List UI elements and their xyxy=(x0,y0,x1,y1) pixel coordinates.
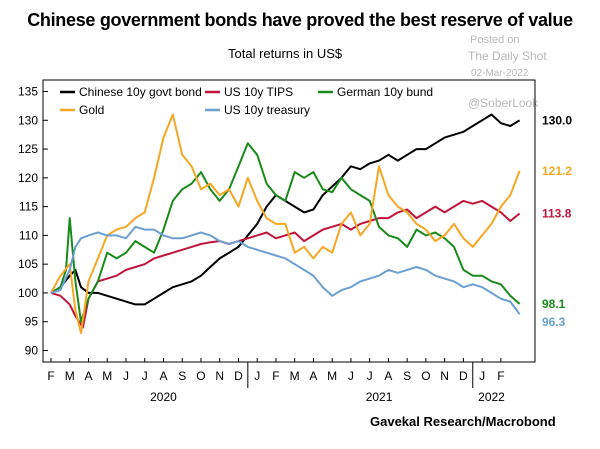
x-tick-label: M xyxy=(290,369,300,383)
chart-source: Gavekal Research/Macrobond xyxy=(370,414,556,429)
watermark-date: 02-Mar-2022 xyxy=(471,68,529,79)
x-tick-label: J xyxy=(367,369,373,383)
y-tick-label: 95 xyxy=(25,315,39,329)
x-tick-label: A xyxy=(384,369,392,383)
end-label: 113.8 xyxy=(542,207,572,221)
legend-label: US 10y treasury xyxy=(224,103,310,117)
x-tick-label: O xyxy=(421,369,430,383)
series-line-us-10y-treasury xyxy=(50,225,521,315)
x-tick-label: J xyxy=(479,369,485,383)
watermark-handle: @SoberLook xyxy=(468,96,539,110)
legend-label: Gold xyxy=(79,103,104,117)
x-tick-label: S xyxy=(178,369,186,383)
y-tick-label: 100 xyxy=(18,286,38,300)
x-tick-label: A xyxy=(84,369,92,383)
x-tick-label: A xyxy=(159,369,167,383)
x-tick-label: M xyxy=(102,369,112,383)
year-label: 2020 xyxy=(150,390,177,404)
x-tick-label: N xyxy=(215,369,224,383)
y-tick-label: 135 xyxy=(18,85,38,99)
end-label: 130.0 xyxy=(542,113,572,127)
watermark-posted-on: Posted on xyxy=(470,34,520,46)
series-line-us-10y-tips xyxy=(50,199,521,329)
year-label: 2021 xyxy=(366,390,393,404)
end-label: 98.1 xyxy=(542,297,566,311)
x-tick-label: J xyxy=(142,369,148,383)
watermark-daily-shot: The Daily Shot xyxy=(468,49,547,63)
chart-subtitle: Total returns in US$ xyxy=(228,46,343,61)
y-tick-label: 90 xyxy=(25,343,39,357)
x-tick-label: S xyxy=(403,369,411,383)
y-tick-label: 125 xyxy=(18,142,38,156)
x-tick-label: J xyxy=(123,369,129,383)
x-tick-label: O xyxy=(196,369,205,383)
x-tick-label: D xyxy=(234,369,243,383)
x-tick-label: M xyxy=(327,369,337,383)
end-label: 96.3 xyxy=(542,315,566,329)
x-tick-label: N xyxy=(440,369,449,383)
x-tick-label: F xyxy=(497,369,504,383)
y-tick-label: 110 xyxy=(19,228,38,242)
x-tick-label: D xyxy=(459,369,468,383)
y-tick-label: 120 xyxy=(18,171,38,185)
legend-label: German 10y bund xyxy=(337,85,433,99)
year-label: 2022 xyxy=(478,390,505,404)
x-tick-label: J xyxy=(254,369,260,383)
chart-title: Chinese government bonds have proved the… xyxy=(27,10,573,30)
legend-label: Chinese 10y govt bond xyxy=(79,85,202,99)
x-tick-label: J xyxy=(348,369,354,383)
y-tick-label: 130 xyxy=(18,113,38,127)
end-label: 121.2 xyxy=(542,164,572,178)
y-tick-label: 105 xyxy=(18,257,38,271)
series-line-gold xyxy=(50,113,521,335)
x-tick-label: F xyxy=(272,369,279,383)
plot-frame xyxy=(42,79,536,363)
series-line-german-10y-bund xyxy=(50,142,521,323)
x-tick-label: M xyxy=(65,369,75,383)
y-tick-label: 115 xyxy=(19,200,38,214)
x-tick-label: A xyxy=(309,369,317,383)
legend-label: US 10y TIPS xyxy=(224,85,293,99)
x-tick-label: F xyxy=(47,369,54,383)
